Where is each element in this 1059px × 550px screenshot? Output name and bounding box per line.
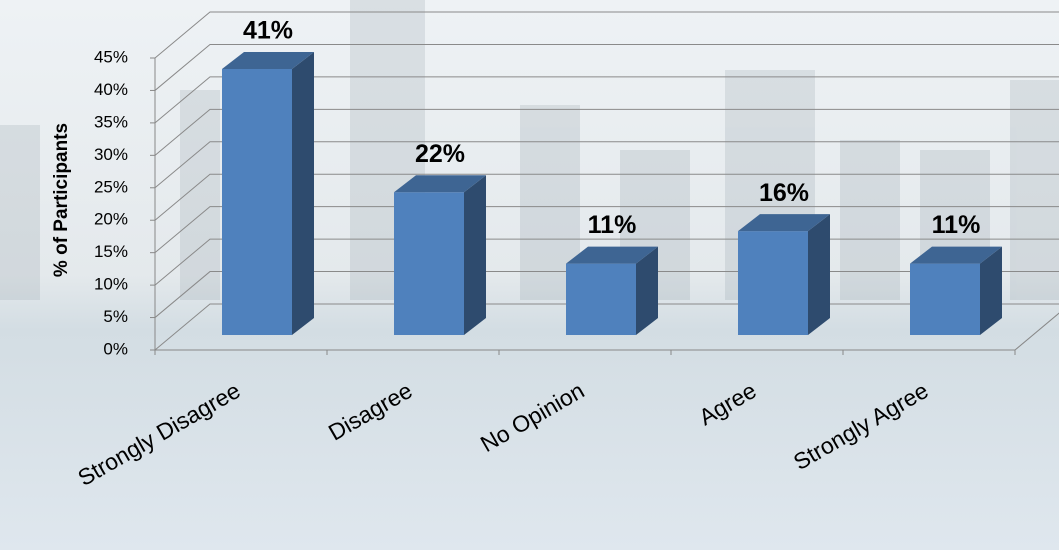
value-label: 41% <box>243 17 293 45</box>
y-tick-label: 40% <box>94 80 128 99</box>
bar-side <box>292 51 314 335</box>
y-tick-label: 45% <box>94 47 128 66</box>
y-tick-label: 10% <box>94 275 128 294</box>
y-tick-label: 5% <box>103 307 128 326</box>
bar-side <box>636 246 658 335</box>
bar-side <box>808 214 830 335</box>
value-label: 22% <box>415 140 465 168</box>
value-label: 11% <box>932 211 981 239</box>
bar-top <box>738 214 830 232</box>
bar-top <box>910 246 1002 264</box>
bar-top <box>394 175 486 193</box>
bar <box>394 175 486 335</box>
bar-top <box>566 246 658 264</box>
y-tick-label: 25% <box>94 177 128 196</box>
bar-front <box>394 192 464 335</box>
grid-line <box>154 11 1059 59</box>
bar-front <box>566 263 636 335</box>
bar-side <box>980 246 1002 335</box>
grid-line <box>154 173 1059 221</box>
y-tick-label: 15% <box>94 242 128 261</box>
bar <box>222 51 314 335</box>
bar-front <box>910 263 980 335</box>
y-axis-label: % of Participants <box>51 123 72 277</box>
value-label: 11% <box>588 211 637 239</box>
value-label: 16% <box>759 179 809 207</box>
y-tick-label: 20% <box>94 210 128 229</box>
y-tick-label: 35% <box>94 112 128 131</box>
grid-line <box>154 43 1059 91</box>
bar-top <box>222 51 314 69</box>
bar <box>566 246 658 335</box>
bar-front <box>738 231 808 335</box>
bar <box>738 214 830 335</box>
y-tick-label: 30% <box>94 145 128 164</box>
bar-front <box>222 68 292 335</box>
grid-line <box>154 108 1059 156</box>
y-tick-label: 0% <box>103 339 128 358</box>
grid-line <box>154 76 1059 124</box>
bar-side <box>464 175 486 335</box>
floor-right <box>1014 312 1059 351</box>
grid-line <box>154 206 1059 254</box>
bar <box>910 246 1002 335</box>
grid-line <box>154 141 1059 189</box>
